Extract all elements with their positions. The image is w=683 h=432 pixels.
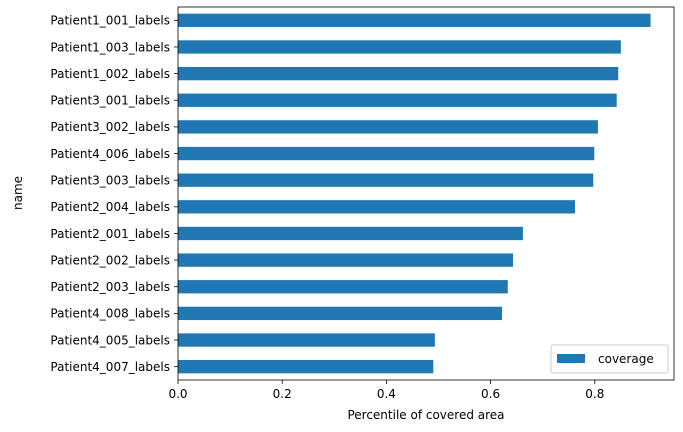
bar-Patient4_005_labels	[178, 333, 435, 347]
bar-Patient2_002_labels	[178, 253, 514, 267]
legend-box	[550, 344, 669, 374]
y-tick-label: Patient1_002_labels	[50, 67, 170, 81]
x-tick-label: 0.4	[377, 387, 396, 401]
legend-label: coverage	[598, 352, 654, 366]
bar-Patient2_004_labels	[178, 200, 576, 214]
bar-Patient1_003_labels	[178, 40, 621, 54]
y-tick-label: Patient1_001_labels	[50, 14, 170, 28]
y-tick-label: Patient2_001_labels	[50, 227, 170, 241]
bar-Patient3_002_labels	[178, 120, 598, 134]
y-axis-label: name	[11, 176, 25, 210]
x-tick-label: 0.6	[481, 387, 500, 401]
y-tick-label: Patient3_003_labels	[50, 173, 170, 187]
bar-Patient1_002_labels	[178, 66, 619, 81]
y-tick-label: Patient4_006_labels	[50, 147, 170, 161]
y-tick-label: Patient2_004_labels	[50, 200, 170, 214]
x-axis-ticks: 0.0 0.2 0.4 0.6 0.8	[168, 380, 604, 401]
x-tick-label: 0.8	[585, 387, 604, 401]
plot-frame	[177, 6, 675, 381]
y-tick-label: Patient4_008_labels	[50, 307, 170, 321]
bar-Patient3_003_labels	[178, 173, 594, 187]
legend: coverage	[550, 344, 669, 374]
bar-Patient1_001_labels	[178, 13, 651, 27]
bar-Patient4_008_labels	[178, 306, 503, 321]
bar-Patient4_006_labels	[178, 146, 595, 161]
y-tick-label: Patient4_007_labels	[50, 360, 170, 374]
bars-layer	[178, 13, 651, 374]
y-tick-label: Patient1_003_labels	[50, 40, 170, 54]
x-axis-label: Percentile of covered area	[347, 408, 504, 422]
bar-Patient2_003_labels	[178, 280, 508, 294]
y-tick-label: Patient2_003_labels	[50, 280, 170, 294]
y-tick-label: Patient3_002_labels	[50, 120, 170, 134]
bar-Patient4_007_labels	[178, 360, 434, 374]
x-tick-label: 0.2	[273, 387, 292, 401]
y-tick-label: Patient3_001_labels	[50, 94, 170, 108]
y-tick-label: Patient4_005_labels	[50, 333, 170, 347]
x-tick-label: 0.0	[168, 387, 187, 401]
legend-swatch	[557, 354, 585, 363]
bar-Patient3_001_labels	[178, 93, 617, 107]
bar-Patient2_001_labels	[178, 226, 523, 241]
y-axis-ticks: Patient1_001_labels Patient1_003_labels Pa…	[50, 14, 178, 374]
y-tick-label: Patient2_002_labels	[50, 253, 170, 267]
